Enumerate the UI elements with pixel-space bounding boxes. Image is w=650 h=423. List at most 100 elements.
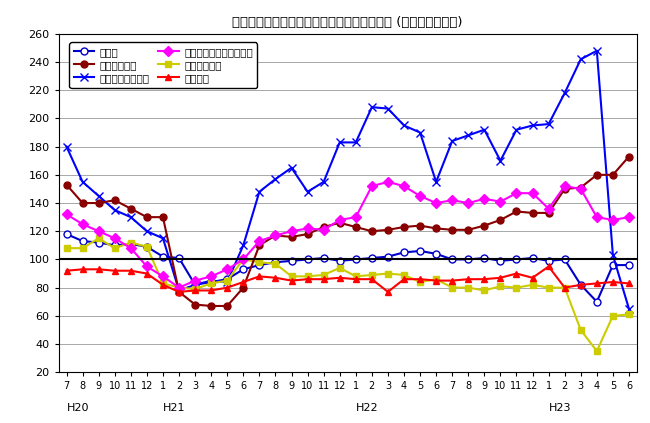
輸送機械工業 bbox=[368, 272, 376, 277]
化学工業 bbox=[207, 288, 215, 293]
化学工業 bbox=[497, 275, 504, 280]
一般機械工業 bbox=[416, 223, 424, 228]
Text: H20: H20 bbox=[66, 403, 89, 413]
電子部品・デバイス工業 bbox=[352, 214, 359, 220]
鉱工業 bbox=[159, 254, 167, 259]
一般機械工業 bbox=[368, 229, 376, 234]
輸送機械工業 bbox=[545, 285, 552, 290]
鉱工業 bbox=[577, 282, 584, 287]
化学工業 bbox=[577, 282, 584, 287]
情報通信機械工業 bbox=[224, 280, 231, 285]
輸送機械工業 bbox=[143, 244, 151, 249]
一般機械工業 bbox=[159, 214, 167, 220]
一般機械工業 bbox=[272, 233, 280, 238]
電子部品・デバイス工業 bbox=[95, 229, 103, 234]
電子部品・デバイス工業 bbox=[224, 267, 231, 272]
輸送機械工業 bbox=[95, 236, 103, 241]
鉱工業 bbox=[191, 282, 199, 287]
輸送機械工業 bbox=[448, 285, 456, 290]
一般機械工業 bbox=[304, 231, 311, 236]
電子部品・デバイス工業 bbox=[255, 239, 263, 244]
化学工業 bbox=[528, 275, 536, 280]
情報通信機械工業 bbox=[62, 144, 70, 149]
輸送機械工業 bbox=[352, 274, 359, 279]
情報通信機械工業 bbox=[480, 127, 488, 132]
一般機械工業 bbox=[497, 217, 504, 222]
輸送機械工業 bbox=[207, 281, 215, 286]
輸送機械工業 bbox=[79, 246, 86, 251]
一般機械工業 bbox=[400, 225, 408, 230]
化学工業 bbox=[384, 289, 392, 294]
電子部品・デバイス工業 bbox=[625, 214, 633, 220]
鉱工業 bbox=[175, 255, 183, 261]
情報通信機械工業 bbox=[464, 133, 472, 138]
鉱工業 bbox=[528, 255, 536, 261]
電子部品・デバイス工業 bbox=[111, 236, 119, 241]
輸送機械工業 bbox=[528, 282, 536, 287]
化学工業 bbox=[416, 277, 424, 282]
輸送機械工業 bbox=[593, 349, 601, 354]
化学工業 bbox=[239, 280, 247, 285]
化学工業 bbox=[561, 285, 569, 290]
一般機械工業 bbox=[95, 201, 103, 206]
輸送機械工業 bbox=[272, 261, 280, 266]
一般機械工業 bbox=[143, 214, 151, 220]
輸送機械工業 bbox=[111, 246, 119, 251]
鉱工業 bbox=[287, 258, 295, 264]
情報通信機械工業 bbox=[497, 158, 504, 163]
鉱工業 bbox=[368, 255, 376, 261]
輸送機械工業 bbox=[416, 280, 424, 285]
情報通信機械工業 bbox=[625, 306, 633, 311]
化学工業 bbox=[609, 280, 617, 285]
電子部品・デバイス工業 bbox=[207, 274, 215, 279]
電子部品・デバイス工業 bbox=[432, 201, 440, 206]
化学工業 bbox=[127, 268, 135, 273]
輸送機械工業 bbox=[62, 246, 70, 251]
輸送機械工業 bbox=[609, 313, 617, 319]
化学工業 bbox=[320, 277, 328, 282]
鉱工業 bbox=[79, 239, 86, 244]
輸送機械工業 bbox=[480, 288, 488, 293]
情報通信機械工業 bbox=[577, 57, 584, 62]
情報通信機械工業 bbox=[416, 130, 424, 135]
鉱工業 bbox=[143, 244, 151, 249]
一般機械工業 bbox=[127, 206, 135, 211]
化学工業 bbox=[480, 277, 488, 282]
情報通信機械工業 bbox=[448, 138, 456, 143]
一般機械工業 bbox=[207, 303, 215, 308]
電子部品・デバイス工業 bbox=[143, 264, 151, 269]
電子部品・デバイス工業 bbox=[287, 229, 295, 234]
輸送機械工業 bbox=[320, 272, 328, 277]
鉱工業 bbox=[336, 258, 344, 264]
鉱工業 bbox=[497, 258, 504, 264]
鉱工業 bbox=[207, 280, 215, 285]
輸送機械工業 bbox=[127, 240, 135, 245]
情報通信機械工業 bbox=[175, 288, 183, 293]
化学工業 bbox=[111, 268, 119, 273]
情報通信機械工業 bbox=[304, 189, 311, 194]
一般機械工業 bbox=[609, 172, 617, 177]
情報通信機械工業 bbox=[143, 229, 151, 234]
一般機械工業 bbox=[352, 225, 359, 230]
化学工業 bbox=[255, 274, 263, 279]
輸送機械工業 bbox=[400, 272, 408, 277]
輸送機械工業 bbox=[464, 285, 472, 290]
輸送機械工業 bbox=[159, 281, 167, 286]
化学工業 bbox=[272, 275, 280, 280]
情報通信機械工業 bbox=[320, 179, 328, 184]
電子部品・デバイス工業 bbox=[609, 217, 617, 222]
情報通信機械工業 bbox=[239, 243, 247, 248]
電子部品・デバイス工業 bbox=[320, 227, 328, 232]
一般機械工業 bbox=[255, 243, 263, 248]
鉱工業 bbox=[609, 263, 617, 268]
電子部品・デバイス工業 bbox=[528, 191, 536, 196]
輸送機械工業 bbox=[239, 257, 247, 262]
鉱工業 bbox=[593, 299, 601, 304]
Line: 情報通信機械工業: 情報通信機械工業 bbox=[62, 47, 633, 313]
一般機械工業 bbox=[320, 225, 328, 230]
鉱工業 bbox=[384, 254, 392, 259]
一般機械工業 bbox=[224, 303, 231, 308]
情報通信機械工業 bbox=[79, 179, 86, 184]
電子部品・デバイス工業 bbox=[561, 184, 569, 189]
電子部品・デバイス工業 bbox=[368, 184, 376, 189]
